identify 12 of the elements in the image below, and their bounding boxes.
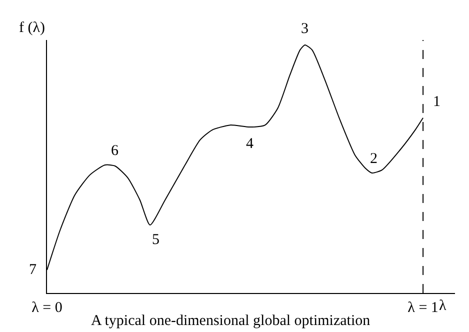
annotation: 5 xyxy=(152,232,160,248)
annotation: 7 xyxy=(29,262,37,278)
text: A typical one-dimensional global optimization xyxy=(91,313,371,329)
annotation: 2 xyxy=(370,151,378,167)
x-tick-label: λ = 0 xyxy=(32,300,62,316)
annotation: 6 xyxy=(111,143,119,159)
annotation: 1 xyxy=(433,94,440,110)
x-axis-title: λ xyxy=(439,298,447,314)
annotation: 3 xyxy=(301,21,308,37)
annotation: 4 xyxy=(246,136,254,152)
y-axis-title: f (λ) xyxy=(19,20,46,36)
x-tick-label: λ = 1 xyxy=(408,300,438,316)
